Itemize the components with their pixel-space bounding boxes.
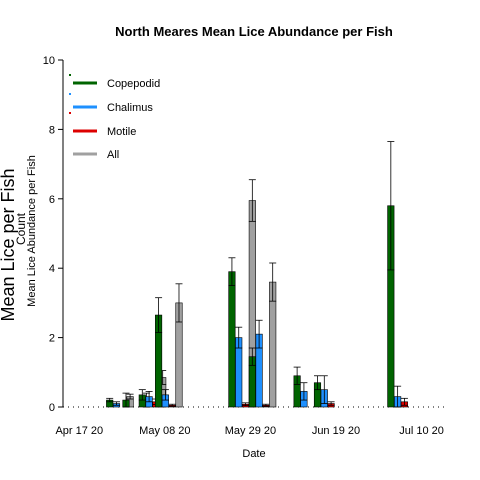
x-tick-label: May 29 20: [225, 425, 276, 437]
y-tick-label: 8: [49, 124, 55, 136]
legend-label-motile: Motile: [107, 126, 136, 138]
x-tick-label: Jun 19 20: [312, 425, 360, 437]
x-tick-label: Jul 10 20: [399, 425, 444, 437]
legend-label-copepodid: Copepodid: [107, 78, 160, 90]
chart-title: North Meares Mean Lice Abundance per Fis…: [115, 24, 393, 39]
bar-copepodid: [228, 271, 236, 408]
legend-marker-chalimus: [69, 93, 71, 95]
legend-marker-motile: [69, 112, 71, 114]
y-tick-label: 2: [49, 333, 55, 345]
y-axis-label-count: Count: [14, 212, 28, 245]
legend: Copepodid Chalimus Motile All: [69, 74, 160, 161]
y-tick-label: 4: [49, 263, 55, 275]
y-tick-label: 6: [49, 194, 55, 206]
x-tick-label: May 08 20: [139, 425, 190, 437]
y-axis-label-main: Mean Lice per Fish: [0, 168, 18, 321]
legend-label-all: All: [107, 149, 119, 161]
y-tick-label: 0: [49, 402, 55, 414]
y-axis-label-abundance: Mean Lice Abundance per Fish: [26, 155, 38, 307]
x-axis-label: Date: [242, 448, 265, 460]
plot-area: 0 2 4 6 8 10 Apr 17 20 May 08 20 May 29 20 Jun 19…: [43, 55, 446, 437]
legend-marker-copepodid: [69, 74, 71, 76]
x-tick-label: Apr 17 20: [55, 425, 103, 437]
legend-label-chalimus: Chalimus: [107, 102, 153, 114]
y-tick-label: 10: [43, 55, 55, 67]
